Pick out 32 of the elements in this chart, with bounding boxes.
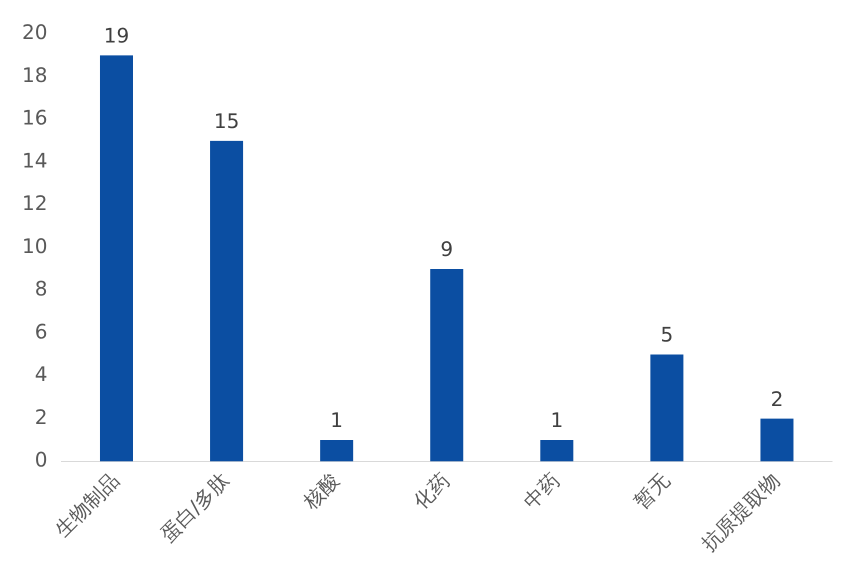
x-tick-label: 核酸 [298, 468, 344, 514]
y-tick-label: 0 [34, 448, 48, 472]
bar [650, 354, 684, 462]
data-label: 19 [104, 24, 130, 48]
y-tick-label: 20 [22, 20, 48, 44]
bar [540, 440, 574, 462]
bar [430, 269, 464, 462]
y-tick-label: 16 [22, 106, 48, 130]
y-tick-label: 10 [22, 234, 48, 258]
y-tick-label: 4 [34, 362, 48, 386]
x-tick-label: 中药 [518, 468, 564, 514]
x-tick-label: 抗原提取物 [696, 468, 784, 556]
data-label: 5 [660, 322, 674, 347]
data-label: 1 [550, 408, 564, 432]
bar [100, 55, 133, 462]
data-label: 2 [770, 386, 784, 411]
y-tick-label: 8 [34, 276, 48, 301]
x-tick-label: 暂无 [628, 468, 674, 514]
data-label: 1 [330, 408, 344, 432]
y-tick-label: 2 [34, 404, 48, 429]
x-tick-label: 化药 [408, 468, 454, 514]
bar [760, 418, 794, 462]
y-tick-label: 6 [34, 319, 48, 344]
bar [320, 440, 354, 462]
data-label: 9 [440, 237, 454, 262]
data-label: 15 [214, 109, 240, 134]
y-tick-label: 12 [22, 191, 48, 216]
bar [210, 140, 244, 462]
y-tick-label: 14 [22, 148, 48, 172]
x-tick-label: 蛋白/多肽 [155, 468, 234, 546]
x-tick-label: 生物制品 [50, 468, 124, 542]
y-tick-label: 18 [22, 62, 48, 87]
